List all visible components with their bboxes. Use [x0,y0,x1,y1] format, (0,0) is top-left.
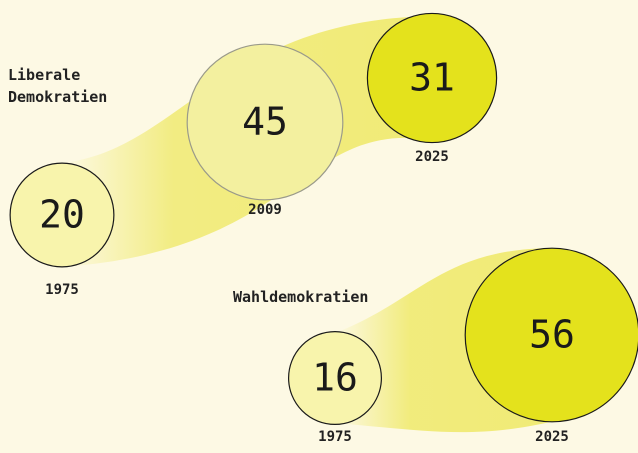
bubble-value: 31 [409,56,455,100]
bubble [9,162,115,268]
bubble-value: 20 [39,193,85,237]
bubble [186,43,344,201]
year-label: 1975 [45,282,79,298]
year-label: 2025 [535,429,569,445]
bubble-value: 45 [242,100,288,144]
bubble-value: 56 [529,313,575,357]
year-label: 2009 [248,202,282,218]
bubble-value: 16 [312,356,358,400]
series-label: Wahldemokratien [233,288,369,306]
bubble [464,247,638,423]
bubble [366,12,498,144]
series-label: Liberale Demokratien [8,66,108,106]
year-label: 2025 [415,149,449,165]
bubble [288,331,383,426]
year-label: 1975 [318,429,352,445]
